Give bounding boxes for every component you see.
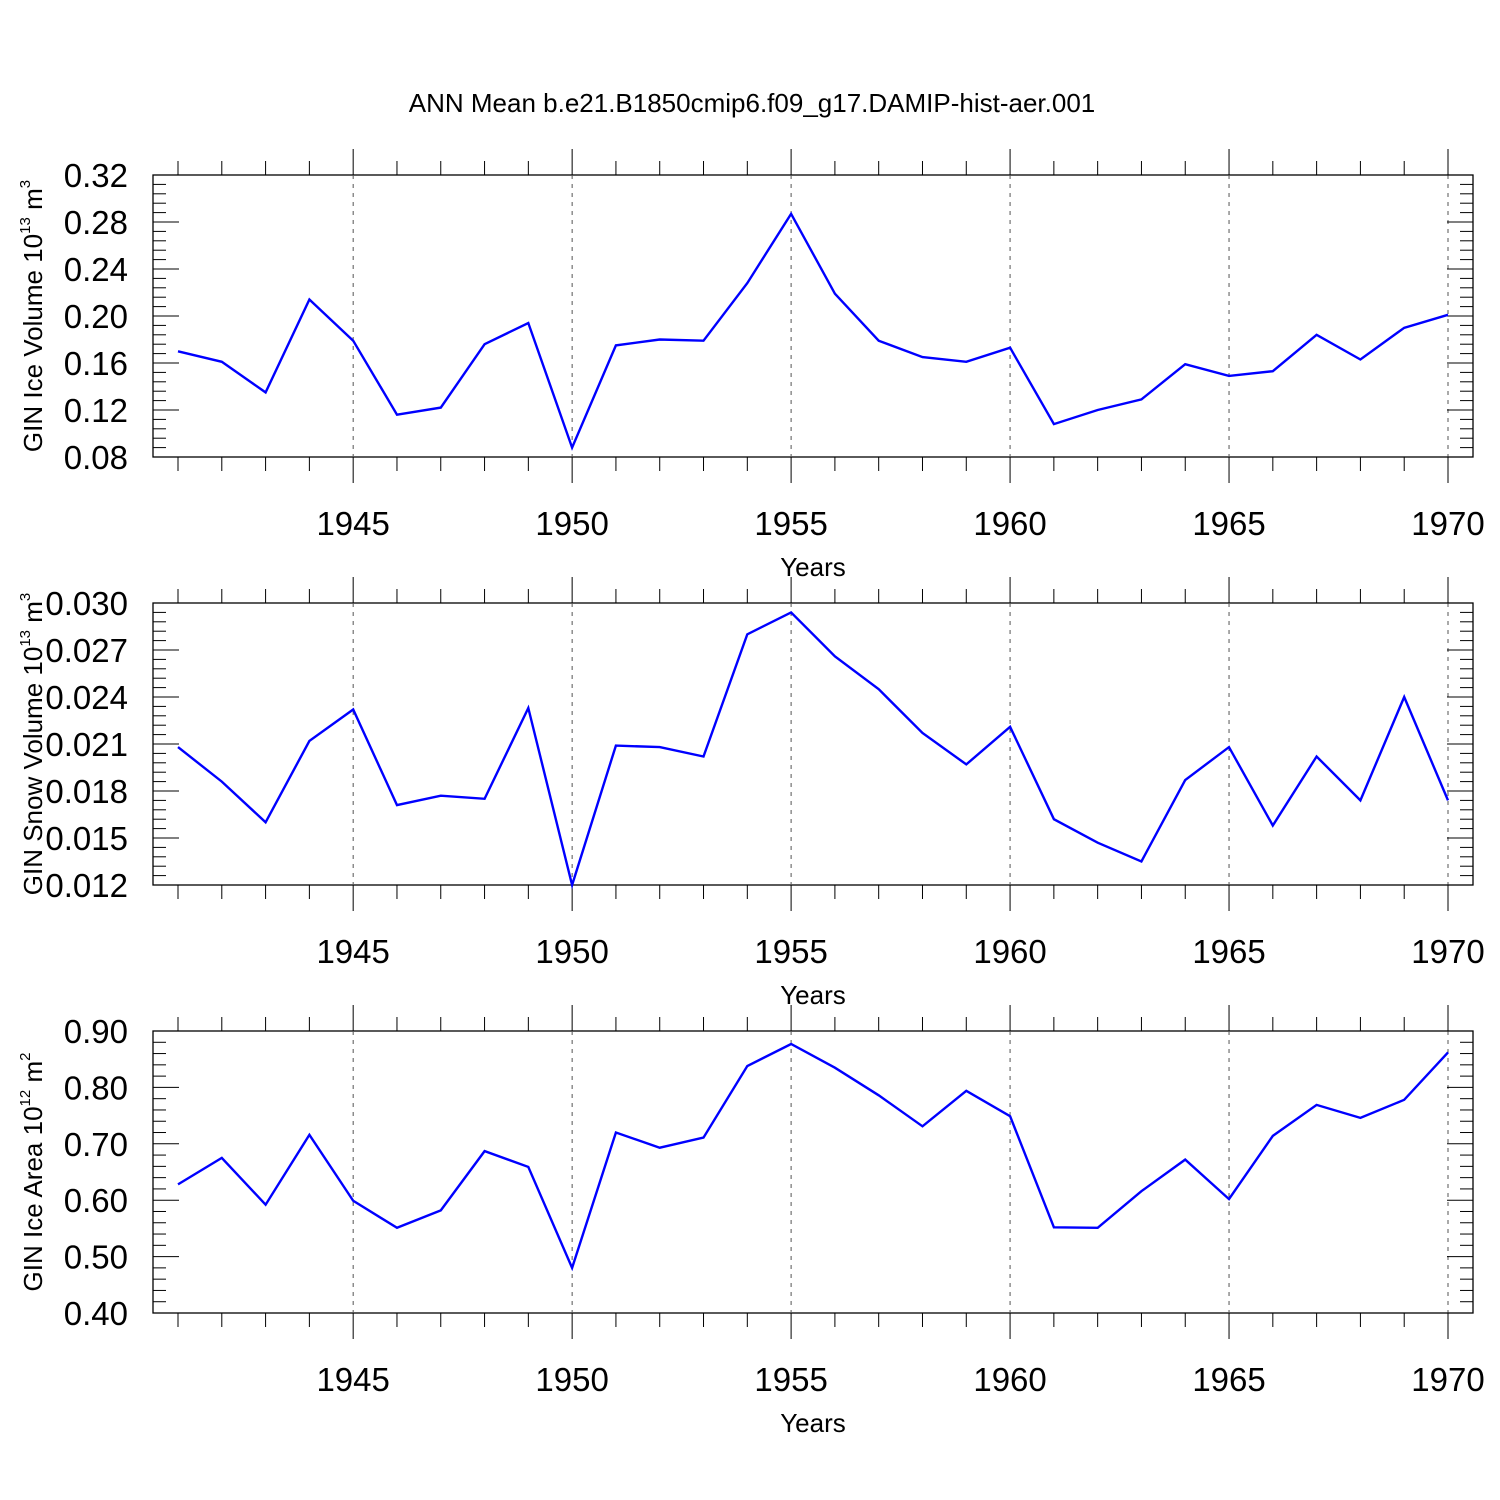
y-tick-label: 0.030	[45, 585, 128, 622]
x-tick-label: 1950	[535, 505, 608, 542]
plot-frame	[152, 1030, 1474, 1314]
panel-3: 0.40 0.50 0.60 0.70 0.80 0.90 1945 1950 1955 1960…	[17, 1005, 1485, 1438]
y-tick-label: 0.50	[64, 1239, 128, 1276]
y-tick-label: 0.018	[45, 773, 128, 810]
y-tick-label: 0.24	[64, 251, 128, 288]
x-tick-label: 1965	[1192, 505, 1265, 542]
figure-title: ANN Mean b.e21.B1850cmip6.f09_g17.DAMIP-…	[409, 88, 1096, 118]
panel-2: 0.012 0.015 0.018 0.021 0.024 0.027 0.030 1945 1…	[17, 577, 1485, 1010]
panel-1: 0.08 0.12 0.16 0.20 0.24 0.28 0.32 1945 1950 1955…	[17, 149, 1485, 582]
x-tick-label: 1945	[316, 1361, 389, 1398]
y-tick-label: 0.80	[64, 1069, 128, 1106]
panels: 0.08 0.12 0.16 0.20 0.24 0.28 0.32 1945 1950 1955…	[17, 149, 1485, 1438]
y-tick-label: 0.027	[45, 632, 128, 669]
x-tick-label: 1965	[1192, 1361, 1265, 1398]
x-axis-title: Years	[780, 1408, 846, 1438]
series-line	[177, 1042, 1449, 1272]
y-tick-label: 0.20	[64, 298, 128, 335]
y-axis-title: GIN Ice Volume 1013 m3	[17, 180, 48, 452]
x-tick-label: 1960	[973, 505, 1046, 542]
y-tick-label: 0.015	[45, 820, 128, 857]
series-line	[177, 610, 1450, 890]
x-tick-label: 1970	[1411, 933, 1484, 970]
x-tick-label: 1945	[316, 505, 389, 542]
x-tick-label: 1970	[1411, 1361, 1484, 1398]
x-tick-label: 1960	[973, 1361, 1046, 1398]
x-tick-label: 1950	[535, 933, 608, 970]
y-tick-label: 0.70	[64, 1126, 128, 1163]
y-tick-label: 0.012	[45, 867, 128, 904]
x-tick-label: 1955	[754, 933, 827, 970]
y-axis-title: GIN Ice Area 1012 m2	[17, 1053, 48, 1292]
y-tick-label: 0.12	[64, 392, 128, 429]
x-tick-label: 1950	[535, 1361, 608, 1398]
y-tick-label: 0.40	[64, 1295, 128, 1332]
y-tick-label: 0.28	[64, 204, 128, 241]
x-tick-label: 1955	[754, 505, 827, 542]
x-tick-label: 1965	[1192, 933, 1265, 970]
x-tick-label: 1945	[316, 933, 389, 970]
series-line	[177, 211, 1449, 451]
y-tick-label: 0.16	[64, 345, 128, 382]
x-axis-title: Years	[780, 552, 846, 582]
y-tick-label: 0.08	[64, 439, 128, 476]
y-tick-label: 0.024	[45, 679, 128, 716]
y-tick-label: 0.021	[45, 726, 128, 763]
x-tick-label: 1970	[1411, 505, 1484, 542]
x-tick-label: 1960	[973, 933, 1046, 970]
x-tick-label: 1955	[754, 1361, 827, 1398]
y-tick-label: 0.32	[64, 157, 128, 194]
x-axis-title: Years	[780, 980, 846, 1010]
y-tick-label: 0.90	[64, 1013, 128, 1050]
y-axis-title: GIN Snow Volume 1013 m3	[17, 593, 48, 896]
y-tick-label: 0.60	[64, 1182, 128, 1219]
